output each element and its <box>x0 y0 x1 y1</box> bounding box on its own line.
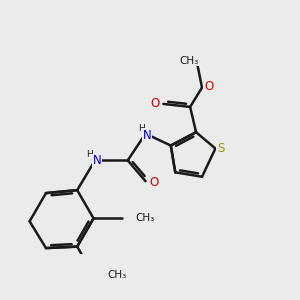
Text: O: O <box>150 176 159 189</box>
Text: H: H <box>86 150 93 159</box>
Text: O: O <box>204 80 213 93</box>
Text: CH₃: CH₃ <box>135 213 154 224</box>
Text: CH₃: CH₃ <box>107 270 126 280</box>
Text: H: H <box>138 124 145 133</box>
Text: N: N <box>92 154 101 167</box>
Text: O: O <box>150 98 160 110</box>
Text: CH₃: CH₃ <box>179 56 198 66</box>
Text: S: S <box>217 142 224 155</box>
Text: N: N <box>143 129 152 142</box>
